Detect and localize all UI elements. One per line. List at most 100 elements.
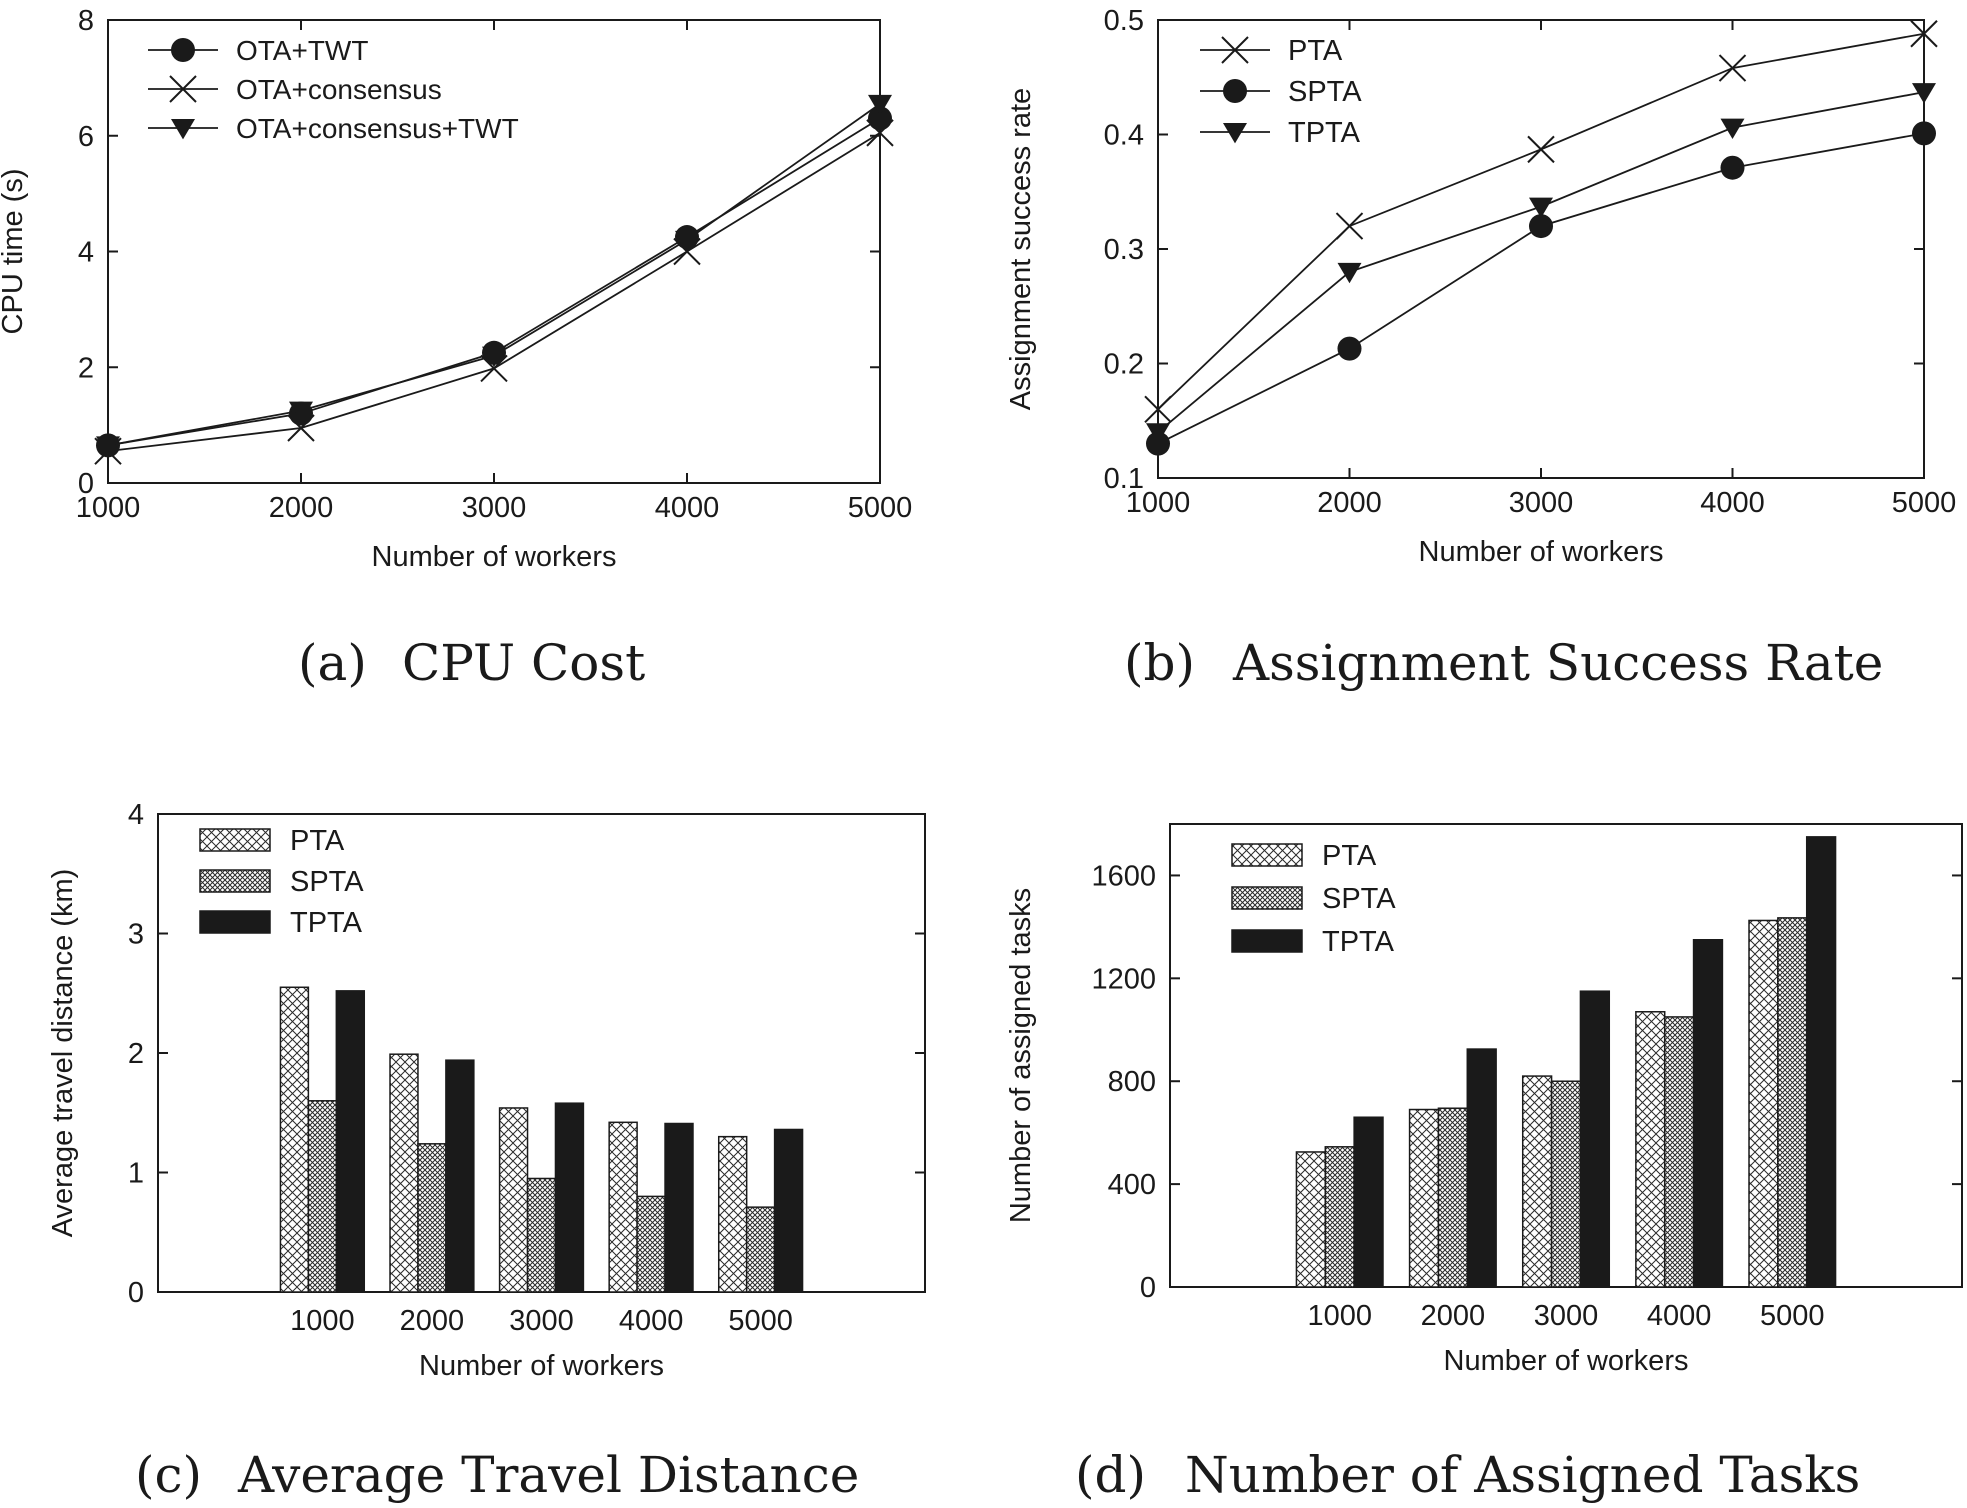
bar-pta-3000 bbox=[1521, 1075, 1553, 1288]
y-tick-label: 800 bbox=[1108, 1066, 1156, 1098]
bar-tpta-3000 bbox=[554, 1102, 585, 1293]
data-point bbox=[1720, 118, 1745, 140]
chart-average-travel-distance: 0 1 2 3 4 Number of workers Average travel dis… bbox=[47, 799, 926, 1382]
y-tick-label: 1600 bbox=[1091, 860, 1156, 892]
y-axis-label: Assignment success rate bbox=[1005, 88, 1037, 410]
series-ota-consensus-twt bbox=[96, 94, 892, 457]
data-point bbox=[96, 436, 120, 457]
x-tick-label: 3000 bbox=[1509, 487, 1574, 519]
data-point bbox=[480, 354, 508, 383]
chart-assignment-success-rate: 0.1 0.2 0.3 0.4 0.5 Number of workers Assignme… bbox=[1005, 5, 1956, 568]
legend-label: PTA bbox=[1322, 840, 1377, 872]
legend-label: PTA bbox=[1288, 35, 1343, 67]
legend-swatch bbox=[199, 910, 271, 934]
legend: OTA+TWT OTA+consensus OTA+consensus+TWT bbox=[148, 35, 519, 144]
bar-spta-5000 bbox=[745, 1206, 776, 1293]
bar-pta-2000 bbox=[389, 1053, 419, 1293]
legend: PTA SPTA TPTA bbox=[1231, 840, 1396, 958]
data-point bbox=[1720, 155, 1745, 180]
legend-marker bbox=[1223, 123, 1247, 144]
y-axis-label: Average travel distance (km) bbox=[47, 869, 79, 1238]
y-tick-label: 0.5 bbox=[1104, 5, 1144, 37]
data-point bbox=[1337, 262, 1362, 284]
legend-swatch bbox=[1231, 929, 1303, 953]
data-point bbox=[1146, 423, 1170, 444]
bar-spta-4000 bbox=[1663, 1016, 1695, 1288]
data-point bbox=[1912, 83, 1936, 104]
y-tick-label: 1200 bbox=[1091, 963, 1156, 995]
bar-tpta-5000 bbox=[1805, 836, 1837, 1288]
legend-marker bbox=[1223, 79, 1247, 103]
legend-swatch bbox=[199, 828, 271, 852]
x-tick-label: 1000 bbox=[290, 1305, 355, 1337]
x-tick-label: 2000 bbox=[400, 1305, 465, 1337]
y-axis-label: Number of assigned tasks bbox=[1005, 888, 1037, 1223]
caption-b-tag: (b) bbox=[1124, 634, 1195, 692]
legend-swatch bbox=[1231, 886, 1303, 910]
series-ota-twt bbox=[96, 106, 892, 458]
data-point bbox=[866, 119, 894, 147]
data-point bbox=[1529, 214, 1553, 239]
legend-label: OTA+consensus bbox=[236, 74, 442, 105]
legend-label: TPTA bbox=[1322, 926, 1395, 958]
y-tick-label: 0 bbox=[78, 468, 94, 500]
x-tick-label: 2000 bbox=[1421, 1300, 1486, 1332]
bar-spta-3000 bbox=[526, 1177, 557, 1293]
y-tick-label: 0.1 bbox=[1104, 463, 1144, 495]
legend-label: SPTA bbox=[290, 866, 364, 898]
legend-label: PTA bbox=[290, 825, 345, 857]
x-tick-label: 5000 bbox=[848, 492, 913, 524]
y-tick-label: 6 bbox=[78, 121, 94, 153]
y-axis-label: CPU time (s) bbox=[0, 169, 29, 335]
data-point bbox=[1146, 431, 1170, 456]
y-tick-label: 0.3 bbox=[1104, 234, 1144, 266]
series-line bbox=[107, 117, 881, 447]
bar-tpta-5000 bbox=[773, 1128, 804, 1293]
x-tick-label: 5000 bbox=[1760, 1300, 1825, 1332]
y-tick-label: 0 bbox=[128, 1277, 144, 1309]
series-line bbox=[1157, 91, 1925, 433]
x-tick-label: 1000 bbox=[76, 492, 141, 524]
series-pta bbox=[1144, 20, 1938, 424]
x-tick-label: 2000 bbox=[269, 492, 334, 524]
legend-marker bbox=[1221, 36, 1249, 64]
series-ota-consensus bbox=[94, 119, 894, 465]
legend-label: TPTA bbox=[290, 907, 363, 939]
legend-label: SPTA bbox=[1322, 883, 1396, 915]
caption-d-text: Number of Assigned Tasks bbox=[1185, 1446, 1860, 1504]
bar-pta-1000 bbox=[279, 986, 310, 1293]
caption-c-tag: (c) bbox=[135, 1446, 202, 1504]
x-tick-label: 2000 bbox=[1317, 487, 1382, 519]
legend: PTA SPTA TPTA bbox=[199, 825, 364, 939]
legend-marker bbox=[169, 75, 197, 103]
series-line bbox=[1157, 132, 1925, 445]
y-tick-label: 3 bbox=[128, 919, 144, 951]
series-line bbox=[107, 132, 881, 453]
y-tick-label: 4 bbox=[128, 799, 144, 831]
x-tick-label: 3000 bbox=[509, 1305, 574, 1337]
caption-a-tag: (a) bbox=[298, 634, 367, 692]
legend-label: OTA+TWT bbox=[236, 35, 368, 66]
x-tick-label: 1000 bbox=[1307, 1300, 1372, 1332]
x-tick-label: 3000 bbox=[1534, 1300, 1599, 1332]
bar-pta-2000 bbox=[1408, 1108, 1440, 1288]
y-tick-label: 0.4 bbox=[1104, 120, 1144, 152]
bar-pta-3000 bbox=[498, 1107, 529, 1293]
bar-spta-4000 bbox=[636, 1195, 666, 1293]
x-axis-label: Number of workers bbox=[1419, 536, 1664, 568]
x-tick-label: 4000 bbox=[619, 1305, 684, 1337]
legend-label: OTA+consensus+TWT bbox=[236, 113, 519, 144]
y-tick-label: 1 bbox=[128, 1158, 144, 1190]
y-tick-label: 0.2 bbox=[1104, 349, 1144, 381]
data-point bbox=[1527, 135, 1555, 164]
data-point bbox=[1912, 121, 1936, 146]
x-tick-label: 5000 bbox=[1892, 487, 1957, 519]
legend-swatch bbox=[199, 869, 271, 893]
data-point bbox=[675, 230, 699, 252]
bar-tpta-3000 bbox=[1579, 990, 1611, 1288]
x-axis-label: Number of workers bbox=[372, 541, 617, 573]
y-tick-label: 0 bbox=[1140, 1272, 1156, 1304]
caption-d-tag: (d) bbox=[1075, 1446, 1146, 1504]
bar-tpta-2000 bbox=[1466, 1048, 1497, 1288]
